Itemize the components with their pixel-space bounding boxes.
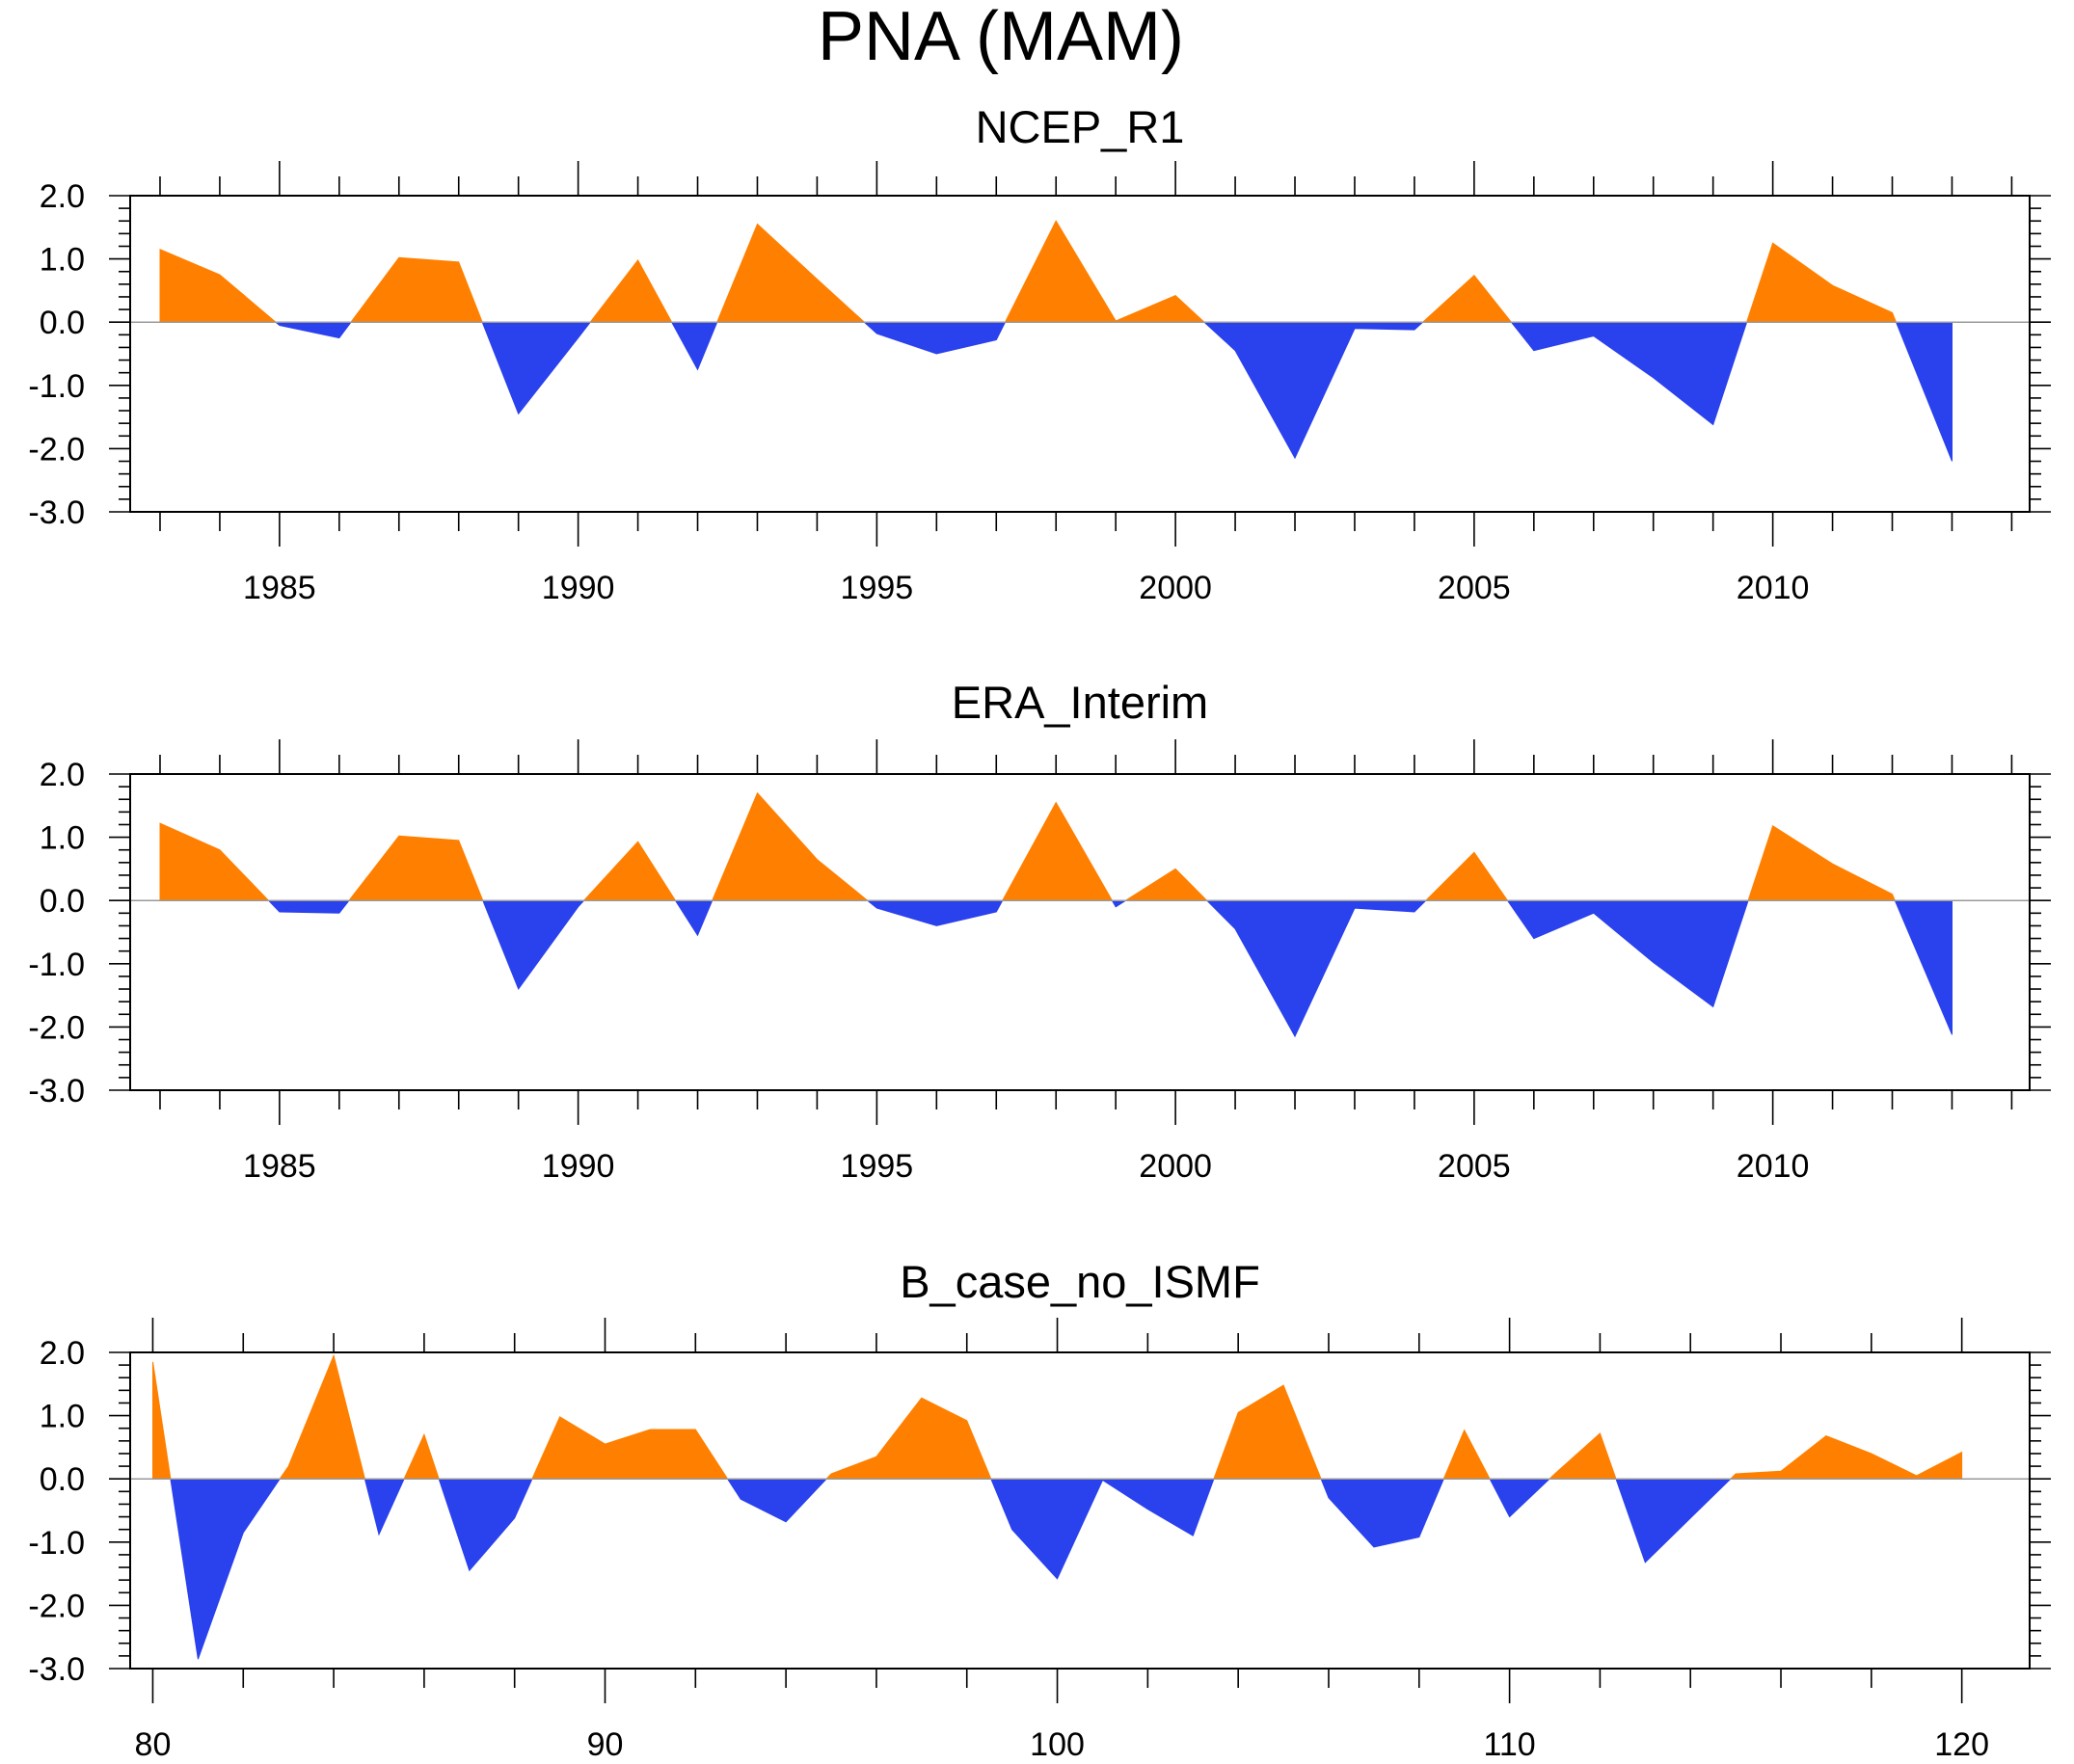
y-tick-label: -3.0 xyxy=(28,494,85,531)
positive-area xyxy=(1421,274,1513,323)
y-tick-label: 0.0 xyxy=(40,883,85,920)
positive-area xyxy=(403,1432,440,1480)
negative-area xyxy=(170,1478,282,1660)
y-tick-label: 2.0 xyxy=(40,757,85,793)
negative-area xyxy=(1202,321,1424,460)
negative-area xyxy=(364,1478,405,1537)
panel-title: ERA_Interim xyxy=(952,677,1208,728)
y-tick-label: 1.0 xyxy=(40,1399,85,1435)
x-tick-label: 1985 xyxy=(243,1148,316,1185)
positive-area xyxy=(350,256,483,323)
positive-area xyxy=(1745,242,1898,323)
chart-panel-3: B_case_no_ISMF 2.0 1.0 0.0 -1.0 -2.0 -3.0 80 90 1… xyxy=(28,1256,2051,1763)
y-tick-label: -1.0 xyxy=(28,1525,85,1562)
y-tick-label: -3.0 xyxy=(28,1073,85,1109)
negative-area xyxy=(1506,899,1749,1008)
chart-panel-2: ERA_Interim 2.0 1.0 0.0 -1.0 -2.0 -3.0 1985 1990… xyxy=(28,677,2051,1185)
negative-area xyxy=(1489,1478,1551,1518)
x-tick-label: 110 xyxy=(1483,1726,1535,1763)
x-tick-label: 1995 xyxy=(841,570,914,606)
y-tick-label: 1.0 xyxy=(40,242,85,279)
positive-area xyxy=(582,841,677,901)
y-tick-label: -2.0 xyxy=(28,431,85,468)
y-tick-label: -1.0 xyxy=(28,368,85,405)
x-tick-label: 2000 xyxy=(1139,570,1212,606)
positive-area xyxy=(1424,851,1509,901)
x-tick-label: 1985 xyxy=(243,570,316,606)
plot-frame xyxy=(129,1351,2031,1670)
y-tick-label: -2.0 xyxy=(28,1588,85,1624)
positive-area xyxy=(1747,825,1897,901)
y-tick-label: 2.0 xyxy=(40,178,85,215)
negative-area xyxy=(990,1478,1215,1580)
x-tick-label: 120 xyxy=(1934,1726,1989,1763)
x-tick-label: 2010 xyxy=(1737,1148,1810,1185)
positive-area xyxy=(347,835,484,901)
x-tick-label: 1995 xyxy=(841,1148,914,1185)
plot-frame xyxy=(129,195,2031,513)
y-tick-label: 0.0 xyxy=(40,1461,85,1498)
panel-title: NCEP_R1 xyxy=(976,101,1185,152)
negative-area xyxy=(438,1478,533,1572)
x-tick-label: 90 xyxy=(587,1726,624,1763)
x-tick-label: 2010 xyxy=(1737,570,1810,606)
x-tick-label: 2005 xyxy=(1438,1148,1511,1185)
negative-area xyxy=(481,321,592,415)
negative-area xyxy=(267,899,351,914)
positive-area xyxy=(159,822,270,901)
negative-area xyxy=(726,1478,828,1523)
y-tick-label: 0.0 xyxy=(40,305,85,341)
positive-area xyxy=(1123,868,1208,901)
negative-area xyxy=(1510,321,1748,426)
negative-area xyxy=(1111,899,1128,908)
positive-area xyxy=(531,1416,729,1480)
positive-area xyxy=(715,223,866,323)
positive-area xyxy=(1004,220,1206,323)
negative-area xyxy=(866,899,1004,926)
positive-area xyxy=(1442,1429,1491,1480)
negative-area xyxy=(482,899,585,991)
positive-area xyxy=(589,258,673,323)
negative-area xyxy=(1205,899,1428,1038)
positive-area xyxy=(279,1353,366,1480)
positive-area xyxy=(159,249,278,323)
negative-area xyxy=(670,321,718,371)
figure-title: PNA (MAM) xyxy=(818,0,1184,75)
y-tick-label: 1.0 xyxy=(40,820,85,857)
x-tick-label: 2000 xyxy=(1139,1148,1212,1185)
negative-area xyxy=(274,321,352,339)
negative-area xyxy=(1615,1478,1733,1564)
x-tick-label: 2005 xyxy=(1438,570,1511,606)
positive-area xyxy=(152,1361,172,1480)
positive-area xyxy=(824,1397,992,1480)
y-tick-label: -3.0 xyxy=(28,1651,85,1688)
chart-panel-1: NCEP_R1 2.0 1.0 0.0 -1.0 -2.0 -3.0 1985 1990 1995… xyxy=(28,101,2051,606)
negative-area xyxy=(863,321,1007,355)
positive-area xyxy=(1548,1432,1617,1480)
plot-frame xyxy=(129,773,2031,1091)
y-tick-label: -1.0 xyxy=(28,947,85,983)
x-tick-label: 1990 xyxy=(542,570,615,606)
x-tick-label: 100 xyxy=(1030,1726,1085,1763)
negative-area xyxy=(1895,321,1953,462)
y-tick-label: 2.0 xyxy=(40,1335,85,1372)
y-tick-label: -2.0 xyxy=(28,1009,85,1046)
positive-area xyxy=(1729,1435,1963,1480)
negative-area xyxy=(1320,1478,1445,1548)
x-tick-label: 80 xyxy=(135,1726,172,1763)
x-tick-label: 1990 xyxy=(542,1148,615,1185)
panels: NCEP_R1 2.0 1.0 0.0 -1.0 -2.0 -3.0 1985 1990 1995… xyxy=(28,101,2051,1763)
negative-area xyxy=(1894,899,1953,1035)
positive-area xyxy=(1001,801,1114,901)
positive-area xyxy=(711,791,870,901)
panel-title: B_case_no_ISMF xyxy=(900,1256,1260,1307)
negative-area xyxy=(674,899,714,937)
positive-area xyxy=(1213,1384,1322,1480)
